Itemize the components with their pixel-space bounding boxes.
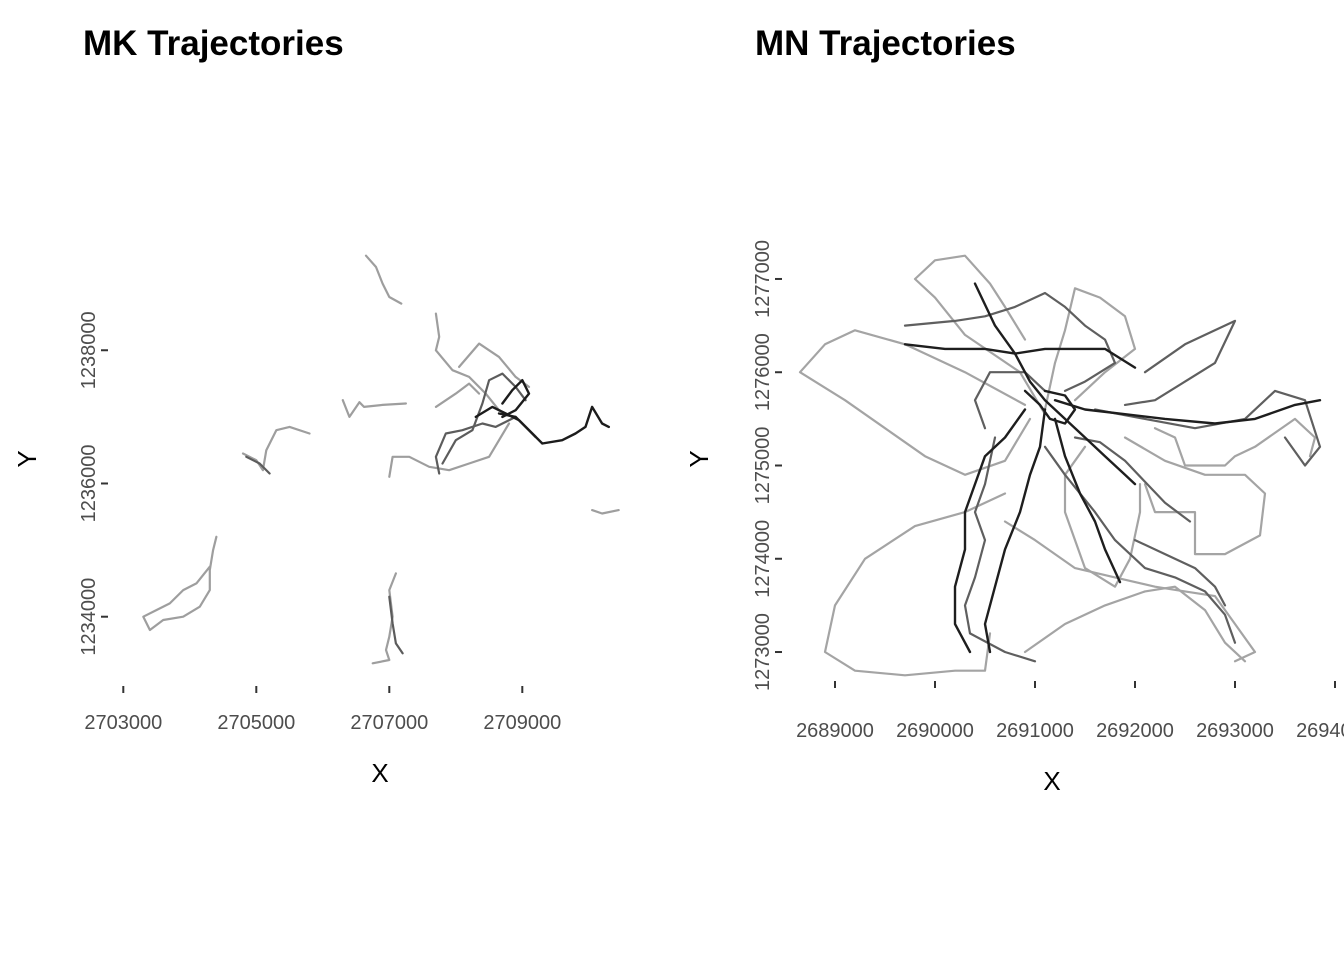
mk-x-axis-title: X (371, 758, 388, 788)
mk-trajectory-7 (434, 415, 517, 475)
mk-trajectory-1 (364, 254, 403, 305)
mk-trajectory-5 (458, 342, 531, 388)
mk-trajectory-15 (371, 572, 397, 665)
mn-trajectory-1 (798, 329, 1032, 476)
mk-trajectory-lines (142, 254, 620, 665)
mn-x-tick-label: 2690000 (896, 720, 974, 742)
mk-trajectory-16 (388, 595, 404, 655)
mn-trajectory-2 (913, 254, 1047, 416)
mn-trajectories-panel: MN Trajectories 2689000 2690000 2691000 269… (684, 24, 1344, 796)
mn-trajectory-20 (1053, 399, 1322, 425)
mn-trajectory-18 (903, 343, 1137, 369)
mn-y-axis-title: Y (684, 450, 714, 467)
mn-trajectory-lines (798, 254, 1322, 677)
mk-trajectory-13 (245, 455, 271, 475)
mn-trajectory-5 (1003, 520, 1257, 663)
mn-x-axis-title: X (1043, 766, 1060, 796)
mk-panel-title: MK Trajectories (83, 24, 344, 63)
mn-x-tick-label: 2692000 (1096, 720, 1174, 742)
mk-x-tick-label: 2707000 (350, 712, 428, 734)
mn-x-axis: 2689000 2690000 2691000 2692000 2693000 26940… (796, 681, 1344, 742)
mn-trajectory-8 (1063, 445, 1142, 588)
mk-trajectory-10 (501, 379, 531, 419)
mn-trajectory-21 (953, 408, 1027, 654)
mn-trajectory-14 (1043, 445, 1237, 644)
mn-trajectory-16 (963, 436, 1037, 663)
mk-x-axis: 2703000 2705000 2707000 2709000 (84, 686, 561, 734)
mk-y-tick-label: 1234000 (78, 578, 100, 656)
mk-y-tick-label: 1236000 (78, 445, 100, 523)
mn-trajectory-19 (973, 282, 1137, 486)
mn-trajectory-13 (1093, 389, 1322, 467)
mn-trajectory-12 (1123, 319, 1237, 406)
mn-trajectory-11 (903, 291, 1117, 392)
mk-trajectory-14 (142, 535, 218, 632)
mk-trajectory-6 (434, 382, 481, 408)
mk-x-tick-label: 2703000 (84, 712, 162, 734)
mn-x-tick-label: 2693000 (1196, 720, 1274, 742)
mk-trajectory-12 (241, 425, 311, 472)
mn-panel-title: MN Trajectories (755, 24, 1016, 63)
mk-x-tick-label: 2705000 (217, 712, 295, 734)
mn-trajectory-17 (1073, 436, 1192, 523)
mn-trajectory-10 (973, 371, 1047, 430)
mk-y-axis: 1234000 1236000 1238000 (78, 311, 108, 656)
mn-y-tick-label: 1277000 (752, 240, 774, 318)
mn-trajectory-22 (983, 408, 1047, 654)
mn-trajectory-3 (1043, 287, 1137, 411)
mk-trajectory-2 (341, 399, 407, 418)
mk-x-tick-label: 2709000 (483, 712, 561, 734)
mn-y-tick-label: 1273000 (752, 613, 774, 691)
mn-trajectory-9 (1153, 417, 1317, 467)
mn-trajectory-7 (1123, 436, 1267, 556)
mn-trajectory-4 (823, 492, 1007, 677)
mn-y-tick-label: 1274000 (752, 520, 774, 598)
mn-x-tick-label: 2691000 (996, 720, 1074, 742)
mn-x-tick-label: 2694000 (1296, 720, 1344, 742)
mk-trajectory-11 (474, 405, 537, 439)
mn-trajectory-15 (1133, 539, 1227, 607)
mk-trajectory-17 (591, 509, 620, 515)
mk-trajectories-panel: MK Trajectories 2703000 2705000 2707000 270… (12, 24, 620, 788)
mn-y-tick-label: 1275000 (752, 427, 774, 505)
mn-trajectory-23 (1053, 417, 1122, 584)
mn-y-tick-label: 1276000 (752, 333, 774, 411)
mk-y-tick-label: 1238000 (78, 311, 100, 389)
mn-trajectory-24 (1023, 389, 1077, 425)
mk-trajectory-8 (441, 372, 527, 465)
mn-x-tick-label: 2689000 (796, 720, 874, 742)
mn-y-axis: 1273000 1274000 1275000 1276000 1277000 (752, 240, 782, 691)
mn-trajectory-6 (1023, 585, 1247, 663)
mk-y-axis-title: Y (12, 450, 42, 467)
